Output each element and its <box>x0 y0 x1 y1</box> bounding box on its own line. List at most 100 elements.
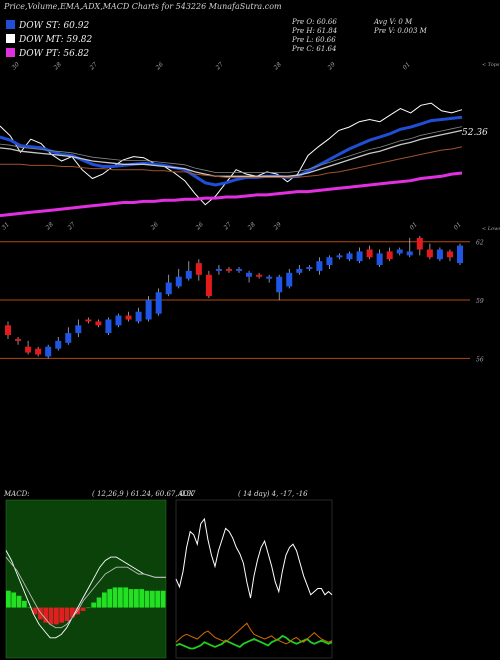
legend-label: DOW MT: 59.82 <box>19 35 93 45</box>
adx-line-minus-di <box>175 622 333 645</box>
adx-values: ( 14 day) 4, -17, -16 <box>238 490 308 498</box>
top-tick-label: 27 <box>214 61 225 72</box>
macd-histogram-bar <box>107 589 113 608</box>
ema-line-ema-pt <box>0 171 463 218</box>
top-tick-label: 27 <box>88 61 99 72</box>
candle-body <box>45 346 52 357</box>
prev-high: Pre H: 61.84 <box>292 27 338 35</box>
bottom-tick-label: 26 <box>149 221 160 232</box>
lows-label: < Lows <box>482 226 500 232</box>
candle-body <box>195 263 202 275</box>
macd-histogram-bar <box>139 589 145 608</box>
bottom-tick-label: 31 <box>0 221 10 231</box>
macd-histogram-bar <box>91 602 97 608</box>
macd-histogram-bar <box>150 590 155 608</box>
candle-body <box>366 249 373 258</box>
macd-histogram-bar <box>48 607 54 625</box>
candle-body <box>256 274 263 277</box>
candle-body <box>457 245 463 264</box>
macd-histogram-bar <box>16 595 22 608</box>
candle-body <box>306 267 313 269</box>
bottom-tick-label: 01 <box>408 221 418 231</box>
top-tick-label: 01 <box>401 61 411 71</box>
bottom-tick-label: 29 <box>272 221 283 232</box>
candle-body <box>135 311 142 322</box>
macd-histogram-bar <box>118 587 123 608</box>
legend-label: DOW PT: 56.82 <box>19 49 90 59</box>
macd-histogram-bar <box>22 600 27 608</box>
ema-line-mid-band <box>0 126 463 173</box>
candle-body <box>276 276 283 293</box>
candle-body <box>225 268 232 271</box>
candle-body <box>346 253 353 260</box>
price-level-label: 59 <box>476 298 484 305</box>
macd-histogram-bar <box>123 587 129 608</box>
macd-histogram-bar <box>70 607 75 618</box>
macd-histogram-bar <box>144 590 150 608</box>
candle-body <box>115 315 122 326</box>
candle-body <box>5 325 11 336</box>
candle-body <box>396 249 403 254</box>
legend-swatch-magenta <box>6 48 15 57</box>
last-price-label: 52.36 <box>462 128 488 138</box>
adx-line-dx <box>175 517 333 599</box>
candle-body <box>246 272 253 277</box>
candle-body <box>436 249 443 260</box>
macd-panel-bg <box>5 499 167 659</box>
candle-body <box>326 257 333 266</box>
price-level-label: 62 <box>476 240 484 247</box>
candle-body <box>236 268 243 271</box>
candle-body <box>286 272 293 287</box>
macd-histogram-bar <box>160 590 166 608</box>
bottom-tick-label: 26 <box>194 221 205 232</box>
ema-line-ema-short <box>0 115 463 187</box>
macd-histogram-bar <box>11 592 17 608</box>
prev-low: Pre L: 60.66 <box>292 36 336 44</box>
top-tick-label: 28 <box>272 61 283 72</box>
candle-body <box>416 237 423 250</box>
candle-body <box>205 274 212 297</box>
candle-body <box>95 321 102 326</box>
tops-label: < Tops <box>482 62 500 68</box>
macd-histogram-bar <box>59 607 65 623</box>
legend-swatch-white <box>6 34 15 43</box>
price-level-label: 56 <box>476 356 484 363</box>
legend-dow-st: DOW ST: 60.92 <box>6 20 89 31</box>
candle-body <box>105 319 112 334</box>
top-tick-label: 30 <box>10 61 20 71</box>
adx-label: ADX <box>178 490 194 498</box>
candle-body <box>185 270 192 279</box>
legend-swatch-blue <box>6 20 15 29</box>
candle-body <box>85 319 92 322</box>
macd-histogram-bar <box>64 607 70 622</box>
legend-dow-mt: DOW MT: 59.82 <box>6 34 92 45</box>
candle-body <box>356 251 363 262</box>
bottom-tick-label: 28 <box>44 221 55 232</box>
avg-volume: Avg V: 0 M <box>374 18 413 26</box>
macd-values: ( 12,26,9 ) 61.24, 60.67, 0.57 <box>92 490 196 498</box>
macd-histogram-bar <box>32 607 38 615</box>
candle-body <box>35 348 42 355</box>
macd-histogram-bar <box>43 607 49 623</box>
legend-dow-pt: DOW PT: 56.82 <box>6 48 89 59</box>
bottom-tick-label: 01 <box>452 221 462 231</box>
macd-histogram-bar <box>112 587 118 608</box>
macd-histogram-bar <box>54 607 59 625</box>
top-tick-label: 28 <box>52 61 63 72</box>
ema-line-ema-mid <box>0 129 463 177</box>
candle-body <box>446 251 453 258</box>
legend-label: DOW ST: 60.92 <box>19 21 90 31</box>
macd-histogram-bar <box>38 607 43 620</box>
macd-histogram-bar <box>96 597 102 608</box>
candle-body <box>145 300 152 320</box>
macd-histogram-bar <box>86 607 91 609</box>
prev-close: Pre C: 61.64 <box>292 45 337 53</box>
macd-histogram-bar <box>155 590 161 608</box>
candle-body <box>336 255 343 258</box>
candle-body <box>25 346 32 353</box>
candle-body <box>55 340 62 349</box>
macd-line-macd <box>5 550 166 639</box>
macd-histogram-bar <box>134 589 139 608</box>
candle-body <box>376 253 383 266</box>
